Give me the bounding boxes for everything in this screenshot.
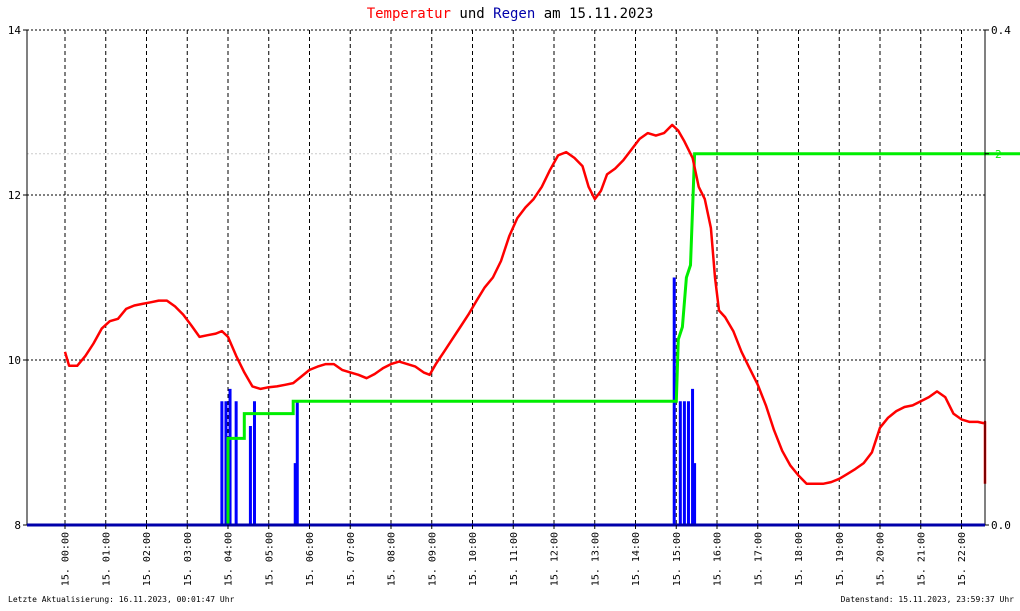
x-tick-label-18: 15. 18:00: [794, 532, 805, 586]
x-tick-label-1: 15. 01:00: [101, 532, 112, 586]
rain-bar-0: [220, 401, 224, 525]
rain-bar-4: [248, 426, 252, 525]
x-tick-label-15: 15. 15:00: [672, 532, 683, 586]
left-tick-label-1: 10: [8, 354, 21, 367]
x-tick-label-12: 15. 12:00: [550, 532, 561, 586]
right-tick-label-1: 0.4: [991, 24, 1011, 37]
x-tick-label-9: 15. 09:00: [427, 532, 438, 586]
rain-bar-9: [678, 401, 682, 525]
x-tick-label-4: 15. 04:00: [224, 532, 235, 586]
x-tick-label-14: 15. 14:00: [631, 532, 642, 586]
left-tick-label-2: 12: [8, 189, 21, 202]
grid: [27, 29, 985, 526]
title-part-0: Temperatur: [367, 6, 451, 22]
rain-bar-2: [228, 388, 232, 525]
x-tick-label-19: 15. 19:00: [835, 532, 846, 586]
right-marker-label: 2: [995, 148, 1002, 161]
title-text: Temperatur und Regen am 15.11.2023: [367, 6, 654, 22]
rain-cumulative-line: [223, 152, 1020, 527]
rain-bar-6: [293, 463, 297, 525]
x-tick-label-6: 15. 06:00: [305, 532, 316, 586]
x-tick-label-21: 15. 21:00: [916, 532, 927, 586]
chart-title: Temperatur und Regen am 15.11.2023: [367, 6, 654, 22]
x-tick-label-5: 15. 05:00: [264, 532, 275, 586]
left-tick-label-0: 8: [14, 519, 21, 532]
title-part-1: und: [451, 6, 493, 22]
right-tick-label-0: 0.0: [991, 519, 1011, 532]
rain-bar-13: [693, 463, 697, 525]
x-tick-label-11: 15. 11:00: [509, 532, 520, 586]
x-tick-label-17: 15. 17:00: [753, 532, 764, 586]
footer-data-status: Datenstand: 15.11.2023, 23:59:37 Uhr: [841, 595, 1015, 604]
x-tick-label-13: 15. 13:00: [590, 532, 601, 586]
x-tick-label-0: 15. 00:00: [61, 532, 72, 586]
title-part-3: am 15.11.2023: [535, 6, 653, 22]
footer-last-update: Letzte Aktualisierung: 16.11.2023, 00:01…: [8, 595, 235, 604]
x-tick-label-7: 15. 07:00: [346, 532, 357, 586]
x-tick-label-2: 15. 02:00: [142, 532, 153, 586]
rain-bar-10: [682, 401, 686, 525]
x-tick-label-22: 15. 22:00: [957, 532, 968, 586]
rain-bar-7: [295, 401, 299, 525]
rain-bar-5: [252, 401, 256, 525]
x-tick-label-16: 15. 16:00: [713, 532, 724, 586]
x-tick-label-3: 15. 03:00: [183, 532, 194, 586]
axes: 8 10 12 14 0.0 0.4 2 15. 00:00 15. 01:00 15. 02:0…: [8, 24, 1011, 586]
rain-bar-3: [234, 401, 238, 525]
x-tick-label-8: 15. 08:00: [387, 532, 398, 586]
rain-bar-1: [224, 401, 228, 525]
x-tick-label-20: 15. 20:00: [876, 532, 887, 586]
rain-bar-12: [691, 388, 695, 525]
x-tick-label-10: 15. 10:00: [468, 532, 479, 586]
temperature-line: [63, 123, 987, 486]
title-part-2: Regen: [493, 6, 535, 22]
series-lines: [63, 123, 1020, 527]
left-tick-label-3: 14: [8, 24, 22, 37]
rain-bar-11: [686, 401, 690, 525]
